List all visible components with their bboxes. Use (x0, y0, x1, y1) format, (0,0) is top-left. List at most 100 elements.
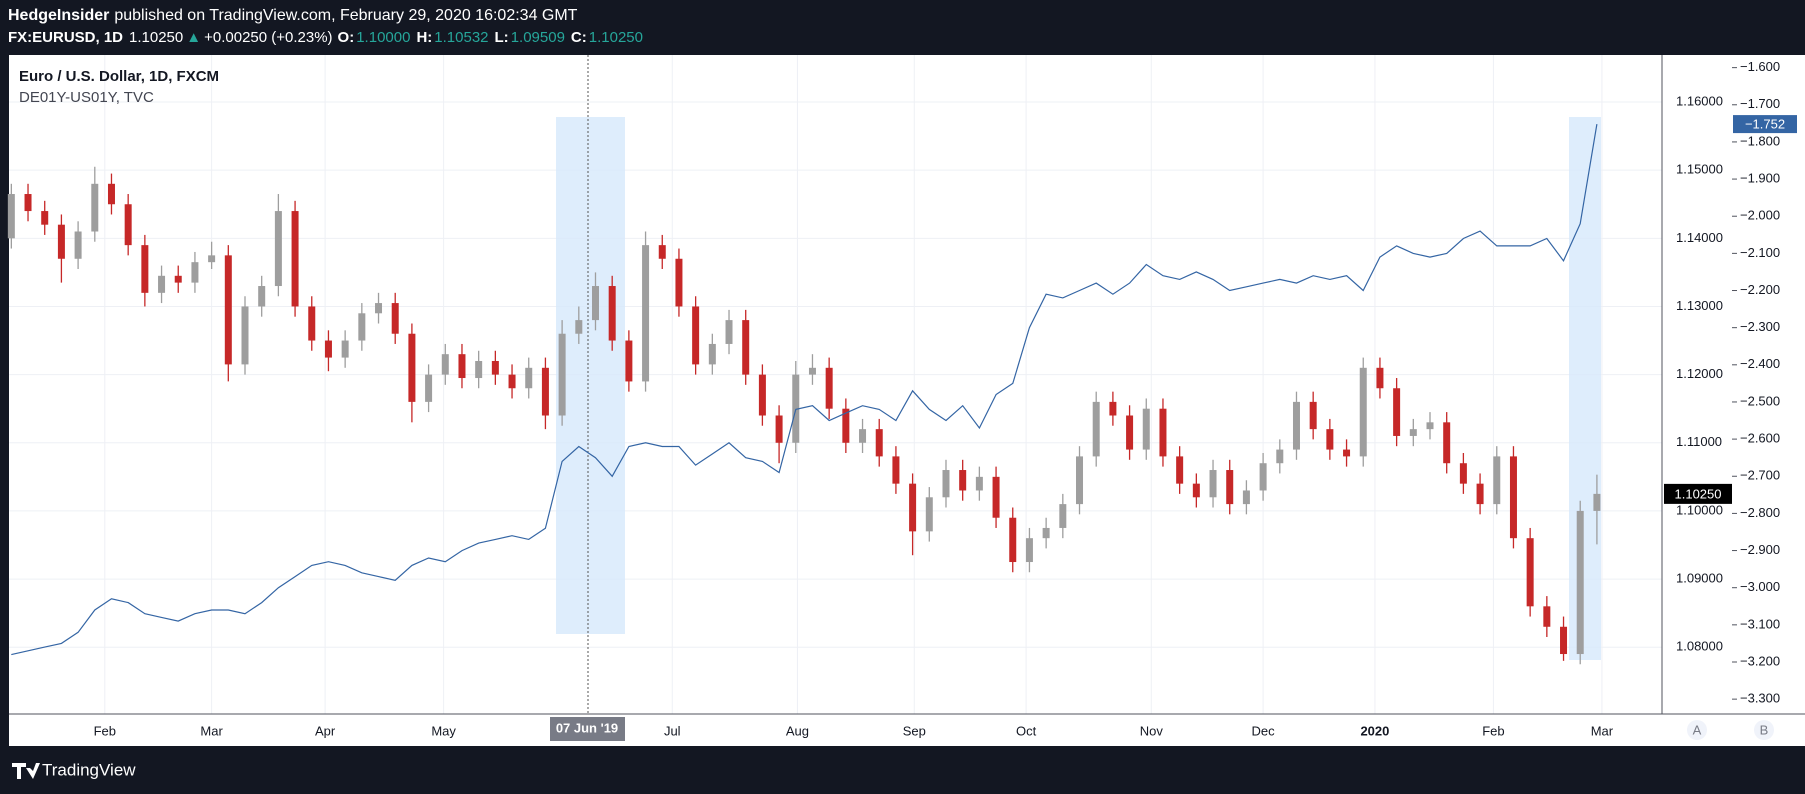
last-spread-box (1733, 115, 1797, 134)
candle-body (41, 211, 49, 225)
candle-body (909, 483, 917, 532)
candle-body (1092, 401, 1100, 457)
x-tick-label: 2020 (1360, 723, 1389, 738)
y2-tick-label: −1.700 (1740, 96, 1780, 111)
scale-button-label[interactable]: A (1693, 722, 1702, 737)
symbol: FX:EURUSD, 1D (8, 29, 123, 46)
candle-body (1593, 493, 1601, 511)
candle-body (658, 245, 666, 259)
x-tick-label: Nov (1140, 723, 1164, 738)
candle-body (1276, 449, 1284, 464)
candle-body (491, 360, 499, 375)
candle-body (1042, 527, 1050, 539)
candle-body (1476, 483, 1484, 505)
candle-body (24, 194, 32, 212)
last-price-box (1664, 483, 1732, 504)
footer-bar (0, 746, 1805, 794)
header-bar (0, 0, 1805, 55)
plot (7, 124, 1601, 665)
candle-body (942, 470, 950, 498)
candle-body (742, 320, 750, 375)
candle-body (808, 367, 816, 375)
y2-tick-label: −3.200 (1740, 653, 1780, 668)
y2-tick-label: −1.900 (1740, 171, 1780, 186)
scale-button-label[interactable]: B (1760, 722, 1769, 737)
candle-body (1076, 456, 1084, 505)
candle-body (441, 354, 449, 375)
y2-tick-label: −2.600 (1740, 431, 1780, 446)
candle-body (1443, 422, 1451, 464)
candle-body (508, 374, 516, 389)
y2-tick-label: −2.300 (1740, 319, 1780, 334)
candle-body (1309, 401, 1317, 430)
x-tick-label: Mar (1591, 723, 1614, 738)
candle-body (558, 333, 566, 416)
brand: TradingView (42, 760, 136, 779)
legend-spread: DE01Y-US01Y, TVC (19, 89, 154, 106)
y2-tick-label: −3.000 (1740, 579, 1780, 594)
y-tick-label: 1.14000 (1676, 230, 1723, 245)
candle-body (375, 303, 383, 314)
candle-body (792, 374, 800, 443)
chart-area (0, 55, 1805, 746)
y2-tick-label: −2.700 (1740, 468, 1780, 483)
y2-tick-label: −2.500 (1740, 393, 1780, 408)
candle-body (1025, 538, 1033, 563)
candle-body (291, 211, 299, 307)
candle-body (1176, 456, 1184, 484)
candle-body (775, 415, 783, 443)
y2-tick-label: −1.800 (1740, 133, 1780, 148)
candle-body (1159, 408, 1167, 457)
candle-body (959, 470, 967, 491)
candle-body (975, 476, 983, 491)
candle-body (708, 343, 716, 365)
candle-body (1493, 456, 1501, 505)
x-tick-label: May (431, 723, 456, 738)
candle-body (992, 476, 1000, 518)
candle-body (425, 374, 433, 402)
candle-body (1526, 538, 1534, 607)
candle-body (1359, 367, 1367, 457)
y2-tick-label: −1.600 (1740, 59, 1780, 74)
left-edge (0, 55, 9, 746)
candle-body (241, 306, 249, 365)
candle-body (1242, 490, 1250, 505)
candle-body (74, 231, 82, 259)
h-label: H: (416, 29, 432, 46)
crosshair-label: 07 Jun '19 (556, 720, 618, 735)
l: 1.09509 (511, 29, 565, 46)
candle-body (191, 262, 199, 283)
candle-body (1259, 463, 1267, 491)
h: 1.10532 (434, 29, 488, 46)
y2-tick-label: −2.100 (1740, 245, 1780, 260)
candle-body (625, 340, 633, 382)
quote-line: FX:EURUSD, 1D 1.10250 ▲ +0.00250 (+0.23%) O:… (8, 29, 643, 46)
candle-body (174, 275, 182, 283)
scale-button[interactable] (1687, 720, 1707, 740)
candle-body (1393, 388, 1401, 436)
candle-body (274, 211, 282, 287)
highlight (1569, 117, 1601, 660)
candle-body (1376, 367, 1384, 389)
candle-body (1326, 429, 1334, 450)
candle-body (1409, 429, 1417, 436)
logo-icon (12, 763, 40, 779)
last-price-label: 1.10250 (1675, 486, 1722, 501)
published: published on TradingView.com, February 2… (114, 7, 577, 24)
y-tick-label: 1.08000 (1676, 639, 1723, 654)
candle-body (608, 286, 616, 341)
candle-body (675, 258, 683, 307)
candle-body (725, 320, 733, 344)
y-tick-label: 1.16000 (1676, 93, 1723, 108)
scale-button[interactable] (1754, 720, 1774, 740)
candle-body (208, 255, 216, 263)
candle-body (859, 429, 867, 443)
c: 1.10250 (589, 29, 643, 46)
candle-body (1226, 470, 1234, 505)
candle-body (124, 204, 132, 246)
candle-body (1543, 606, 1551, 627)
y2-tick-label: −2.400 (1740, 356, 1780, 371)
candle-body (1059, 504, 1067, 528)
candle-body (1426, 422, 1434, 430)
x-tick-label: Apr (315, 723, 336, 738)
